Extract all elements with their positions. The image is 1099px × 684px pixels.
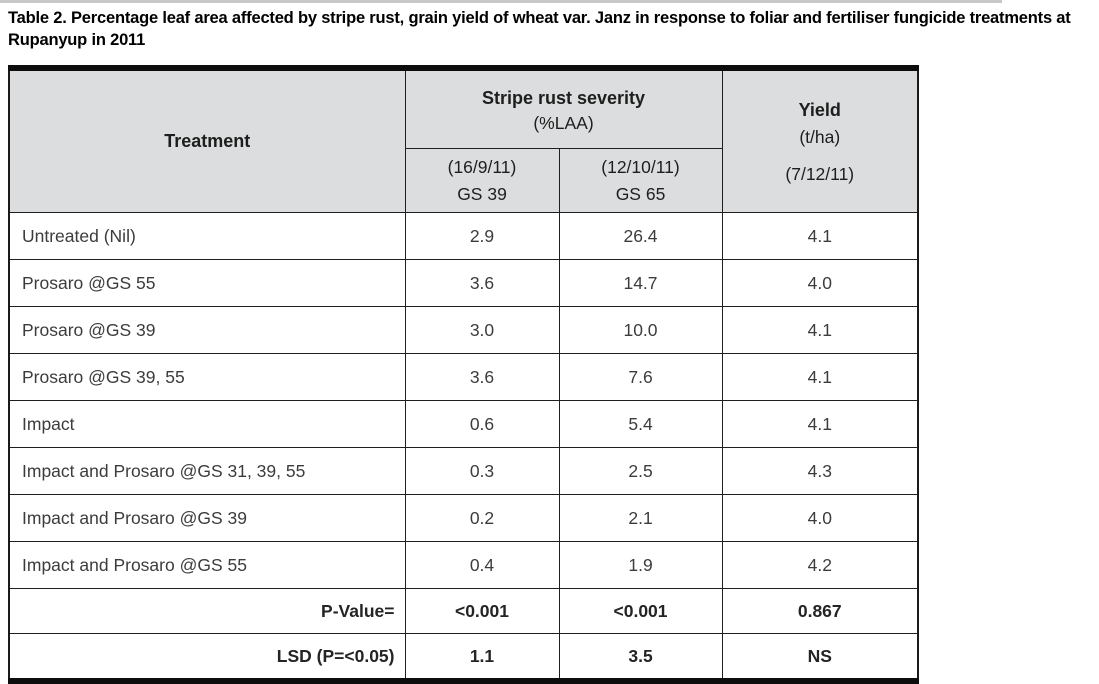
treatment-cell: Impact and Prosaro @GS 55 bbox=[8, 541, 406, 589]
gs39-value-cell: 3.6 bbox=[404, 259, 560, 307]
yield-value-cell: 4.0 bbox=[721, 494, 919, 542]
treatment-cell: Prosaro @GS 55 bbox=[8, 259, 406, 307]
yield-value-cell: 4.1 bbox=[721, 353, 919, 401]
table-row: Impact and Prosaro @GS 55 0.4 1.9 4.2 bbox=[8, 541, 919, 589]
gs39-value-cell: 0.3 bbox=[404, 447, 560, 495]
lsd-yield-cell: NS bbox=[721, 633, 919, 682]
treatment-cell: Prosaro @GS 39, 55 bbox=[8, 353, 406, 401]
gs65-value-cell: 7.6 bbox=[558, 353, 723, 401]
gs39-value-cell: 2.9 bbox=[404, 212, 560, 260]
scan-artifact-strip bbox=[0, 0, 1002, 3]
header-gs39: (16/9/11) GS 39 bbox=[404, 148, 560, 213]
gs39-value-cell: 0.2 bbox=[404, 494, 560, 542]
rust-yield-table: Treatment Stripe rust severity (%LAA) Yi… bbox=[8, 65, 920, 684]
table-row: Impact and Prosaro @GS 31, 39, 55 0.3 2.… bbox=[8, 447, 919, 495]
header-gs65-date: (12/10/11) bbox=[601, 156, 680, 177]
gs65-value-cell: 26.4 bbox=[558, 212, 723, 260]
header-row-sub: (16/9/11) GS 39 (12/10/11) GS 65 bbox=[9, 148, 918, 213]
header-severity-group: Stripe rust severity (%LAA) bbox=[404, 67, 723, 149]
yield-value-cell: 4.2 bbox=[721, 541, 919, 589]
gs65-value-cell: 5.4 bbox=[558, 400, 723, 448]
gs39-value-cell: 0.4 bbox=[404, 541, 560, 589]
table-header: Treatment Stripe rust severity (%LAA) Yi… bbox=[8, 67, 919, 213]
table-row: Impact and Prosaro @GS 39 0.2 2.1 4.0 bbox=[8, 494, 919, 542]
table-body: Untreated (Nil) 2.9 26.4 4.1 Prosaro @GS… bbox=[8, 212, 919, 682]
yield-value-cell: 4.0 bbox=[721, 259, 919, 307]
pvalue-gs39-cell: <0.001 bbox=[404, 588, 560, 634]
header-yield-title: Yield bbox=[798, 99, 841, 120]
gs65-value-cell: 2.5 bbox=[558, 447, 723, 495]
header-yield-unit: (t/ha) bbox=[799, 126, 841, 147]
header-gs39-stage: GS 39 bbox=[457, 183, 507, 204]
table-row: Prosaro @GS 39 3.0 10.0 4.1 bbox=[8, 306, 919, 354]
treatment-cell: Impact and Prosaro @GS 31, 39, 55 bbox=[8, 447, 406, 495]
header-severity-title: Stripe rust severity bbox=[481, 87, 646, 108]
header-treatment: Treatment bbox=[8, 67, 406, 213]
header-gs65: (12/10/11) GS 65 bbox=[558, 148, 723, 213]
treatment-cell: Prosaro @GS 39 bbox=[8, 306, 406, 354]
treatment-cell: Untreated (Nil) bbox=[8, 212, 406, 260]
table-row: Prosaro @GS 55 3.6 14.7 4.0 bbox=[8, 259, 919, 307]
gs65-value-cell: 2.1 bbox=[558, 494, 723, 542]
pvalue-gs65-cell: <0.001 bbox=[558, 588, 723, 634]
table-row-lsd: LSD (P=<0.05) 1.1 3.5 NS bbox=[8, 633, 919, 682]
yield-value-cell: 4.3 bbox=[721, 447, 919, 495]
yield-value-cell: 4.1 bbox=[721, 400, 919, 448]
gs39-value-cell: 0.6 bbox=[404, 400, 560, 448]
header-gs39-date: (16/9/11) bbox=[447, 156, 517, 177]
treatment-cell: Impact bbox=[8, 400, 406, 448]
yield-value-cell: 4.1 bbox=[721, 306, 919, 354]
table-row: Untreated (Nil) 2.9 26.4 4.1 bbox=[8, 212, 919, 260]
header-row-group: Treatment Stripe rust severity (%LAA) Yi… bbox=[8, 67, 919, 213]
gs65-value-cell: 1.9 bbox=[558, 541, 723, 589]
gs65-value-cell: 14.7 bbox=[558, 259, 723, 307]
lsd-gs65-cell: 3.5 bbox=[558, 633, 723, 682]
gs39-value-cell: 3.0 bbox=[404, 306, 560, 354]
gs65-value-cell: 10.0 bbox=[558, 306, 723, 354]
gs39-value-cell: 3.6 bbox=[404, 353, 560, 401]
table-row-pvalue: P-Value= <0.001 <0.001 0.867 bbox=[8, 588, 919, 634]
header-yield: Yield (t/ha) (7/12/11) bbox=[721, 67, 919, 213]
pvalue-yield-cell: 0.867 bbox=[721, 588, 919, 634]
table-row: Impact 0.6 5.4 4.1 bbox=[8, 400, 919, 448]
table-caption: Table 2. Percentage leaf area affected b… bbox=[8, 9, 1071, 50]
lsd-gs39-cell: 1.1 bbox=[404, 633, 560, 682]
header-yield-date: (7/12/11) bbox=[785, 163, 855, 184]
pvalue-label-cell: P-Value= bbox=[8, 588, 406, 634]
header-severity-unit: (%LAA) bbox=[533, 112, 594, 133]
lsd-label-cell: LSD (P=<0.05) bbox=[8, 633, 406, 682]
header-gs65-stage: GS 65 bbox=[615, 183, 666, 204]
yield-value-cell: 4.1 bbox=[721, 212, 919, 260]
table-row: Prosaro @GS 39, 55 3.6 7.6 4.1 bbox=[8, 353, 919, 401]
treatment-cell: Impact and Prosaro @GS 39 bbox=[8, 494, 406, 542]
